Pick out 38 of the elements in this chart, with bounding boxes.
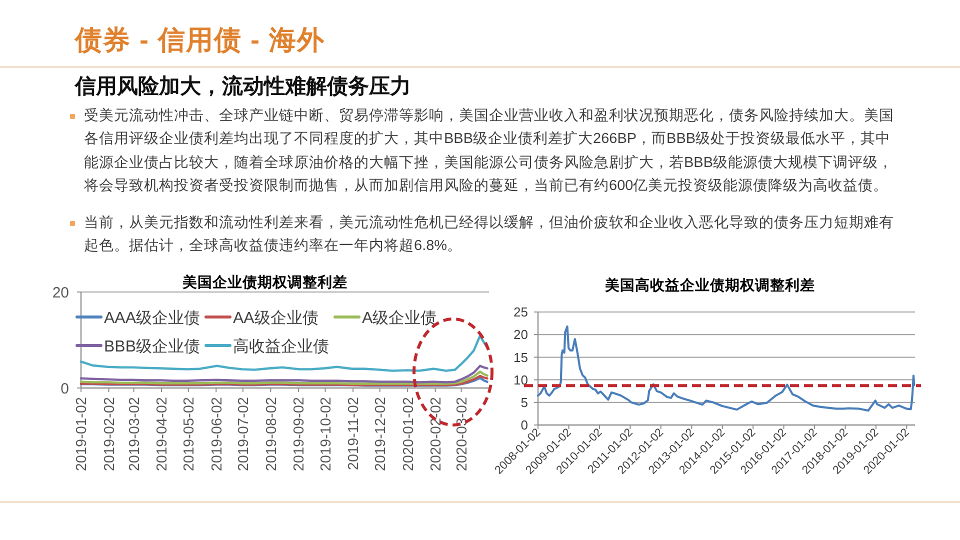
line-series: [536, 325, 916, 412]
y-tick-label: 0: [520, 418, 528, 433]
text: 债券 - 信用债 - 海外: [75, 24, 325, 57]
y-tick-label: 0: [60, 380, 69, 398]
x-tick-label: 2019-09-02: [292, 397, 308, 472]
legend-label: AAA级企业债: [104, 308, 200, 327]
y-tick-label: 20: [52, 284, 69, 302]
legend-label: A级企业债: [362, 308, 437, 327]
x-tick-label: 2019-10-02: [318, 397, 334, 472]
line-series: [80, 334, 488, 372]
x-tick-label: 2019-07-02: [236, 397, 252, 472]
text: 信用风险加大，流动性难解债务压力: [75, 74, 411, 100]
y-tick-label: 25: [514, 304, 528, 320]
x-tick-label: 2019-03-02: [127, 397, 144, 472]
x-tick-label: 2019-05-02: [182, 397, 198, 472]
x-tick-label: 2019-08-02: [264, 397, 280, 472]
x-tick-label: 2019-11-02: [346, 397, 362, 470]
legend-label: AA级企业债: [233, 308, 318, 327]
legend-label: 高收益企业债: [233, 337, 329, 356]
x-tick-label: 2020-02-02: [428, 397, 445, 472]
x-tick-label: 2020-03-02: [454, 397, 470, 472]
x-tick-label: 2019-01-02: [74, 397, 90, 472]
text: 受美元流动性冲击、全球产业链中断、贸易停滞等影响，美国企业营业收入和盈利状况预期恶化，债务风险持续加大。美国各信用评级企业债利差均出现了不同程度的扩大，其中BBB级企业债利差扩大266BP，而BBB级处于投资级最低水平，其中能源企业债占比较大，随着全球原油价格的大幅下挫，美国能源公司债务风险急剧扩大，若BBB级能源债大规模下调评级，将会导致机构投资者受投资限制而抛售，从而加剧信用风险的蔓延，当前已有约600亿美元投资级能源债降级为高收益债。: [84, 108, 894, 194]
x-tick-label: 2019-04-02: [154, 397, 171, 472]
line-series: [80, 364, 488, 384]
text: 当前，从美元指数和流动性利差来看，美元流动性危机已经得以缓解，但油价疲软和企业收入恶化导致的债务压力短期难有起色。据估计，全球高收益债违约率在一年内将超6.8%。: [84, 215, 894, 254]
x-tick-label: 2019-02-02: [102, 397, 118, 472]
x-tick-label: 2019-12-02: [373, 397, 390, 472]
x-tick-label: 2019-06-02: [209, 397, 226, 472]
x-tick-label: 2020-01-02: [400, 397, 417, 472]
line-series: [80, 370, 488, 385]
legend-label: BBB级企业债: [104, 337, 200, 356]
y-tick-label: 5: [520, 394, 528, 410]
y-tick-label: 10: [514, 372, 528, 388]
chart-title: 美国企业债期权调整利差: [182, 273, 348, 291]
chart-title: 美国高收益企业债期权调整利差: [604, 276, 815, 294]
y-tick-label: 15: [514, 350, 528, 365]
y-tick-label: 20: [514, 327, 528, 342]
